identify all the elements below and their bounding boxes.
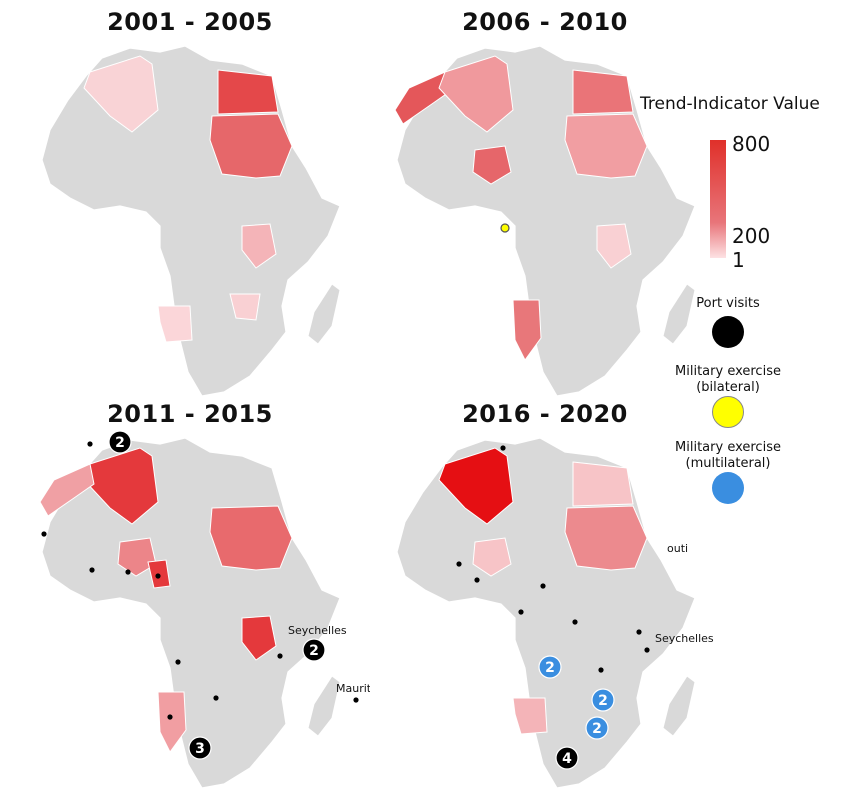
port-visit-dot [41, 531, 47, 537]
multilateral-label-line1: Military exercise [675, 440, 781, 455]
country-nigeria [472, 537, 512, 577]
place-label: Seychelles [288, 624, 347, 637]
port-visit-dot [213, 695, 219, 701]
africa-landmass [41, 437, 341, 789]
port-visit-marker-icon [712, 316, 744, 348]
country-tanzania [241, 223, 277, 269]
port-visit-dot [518, 609, 524, 615]
port-visit-dot [636, 629, 642, 635]
port-marker [108, 430, 132, 454]
marker-count: 2 [592, 721, 602, 737]
port-visit-dot [500, 445, 506, 451]
country-angola [512, 697, 548, 735]
marker-count: 2 [115, 435, 125, 451]
panel-title: 2006 - 2010 [462, 8, 628, 36]
place-label: outi [667, 542, 688, 555]
country-zambia [229, 293, 261, 321]
map-panel-2016-2020: 2016 - 2020 2 2 2 4 Seychelles outi [365, 392, 725, 792]
port-visit-dot [87, 441, 93, 447]
country-sudan [564, 505, 648, 571]
scale-tick-max: 800 [732, 132, 771, 156]
port-visit-dot [644, 647, 650, 653]
country-angola [157, 305, 193, 343]
africa-map [394, 45, 696, 397]
map-panel-2001-2005: 2001 - 2005 [10, 0, 370, 400]
port-visit-dot [175, 659, 181, 665]
multilateral-marker [585, 716, 609, 740]
africa-map [41, 45, 341, 397]
madagascar-landmass [307, 283, 341, 345]
port-visit-dot [277, 653, 283, 659]
africa-map: 2 2 3 Seychelles Mauritius [39, 430, 370, 789]
scale-tick-min: 1 [732, 248, 745, 272]
country-egypt [217, 69, 279, 115]
marker-count: 2 [545, 660, 555, 676]
port-visit-dot [89, 567, 95, 573]
africa-landmass [41, 45, 341, 397]
port-marker [302, 638, 326, 662]
map-panel-2011-2015: 2011 - 2015 2 2 3 Seychelles Mauritius [10, 392, 370, 792]
country-tanzania [596, 223, 632, 269]
country-sudan [209, 505, 293, 571]
port-marker [555, 746, 579, 770]
marker-count: 3 [195, 741, 205, 757]
multilateral-marker [591, 688, 615, 712]
country-morocco [39, 463, 95, 517]
country-nigeria [117, 537, 157, 577]
country-algeria [438, 55, 514, 133]
multilateral-marker [538, 655, 562, 679]
country-nigeria [472, 145, 512, 185]
africa-landmass [396, 437, 696, 789]
country-egypt [572, 69, 634, 115]
port-visits-label: Port visits [696, 296, 760, 311]
multilateral-exercise-marker-icon [712, 472, 744, 504]
multilateral-label-line2: (multilateral) [685, 456, 771, 471]
place-label: Mauritius [336, 682, 370, 695]
country-algeria [438, 447, 514, 525]
scale-tick-mid: 200 [732, 224, 771, 248]
bilateral-label-line1: Military exercise [675, 364, 781, 379]
country-namibia [157, 691, 187, 753]
legend-title: Trend-Indicator Value [640, 94, 820, 114]
country-sudan [564, 113, 648, 179]
country-egypt [572, 461, 634, 507]
port-visit-dot [540, 583, 546, 589]
madagascar-landmass [662, 283, 696, 345]
marker-count: 2 [309, 643, 319, 659]
madagascar-landmass [662, 675, 696, 737]
bilateral-marker [500, 223, 510, 233]
color-scale-bar [710, 140, 726, 258]
panel-title: 2011 - 2015 [107, 400, 273, 428]
port-marker [188, 736, 212, 760]
country-tanzania [241, 615, 277, 661]
panel-title: 2016 - 2020 [462, 400, 628, 428]
port-visit-dot [125, 569, 131, 575]
africa-map: 2 2 2 4 Seychelles outi [396, 437, 714, 789]
port-visit-dot [474, 577, 480, 583]
place-label: Seychelles [655, 632, 714, 645]
panel-title: 2001 - 2005 [107, 8, 273, 36]
port-visit-dot [572, 619, 578, 625]
country-namibia [512, 299, 542, 361]
port-visit-dot [598, 667, 604, 673]
port-visit-dot [167, 714, 173, 720]
port-visit-dot [155, 573, 161, 579]
port-visit-dot [353, 697, 359, 703]
map-panel-2006-2010: 2006 - 2010 [365, 0, 725, 400]
marker-count: 4 [562, 751, 572, 767]
country-sudan [209, 113, 293, 179]
bilateral-label-line2: (bilateral) [696, 380, 760, 395]
marker-count: 2 [598, 693, 608, 709]
madagascar-landmass [307, 675, 341, 737]
country-algeria [83, 55, 159, 133]
bilateral-exercise-marker-icon [712, 396, 744, 428]
port-visit-dot [456, 561, 462, 567]
